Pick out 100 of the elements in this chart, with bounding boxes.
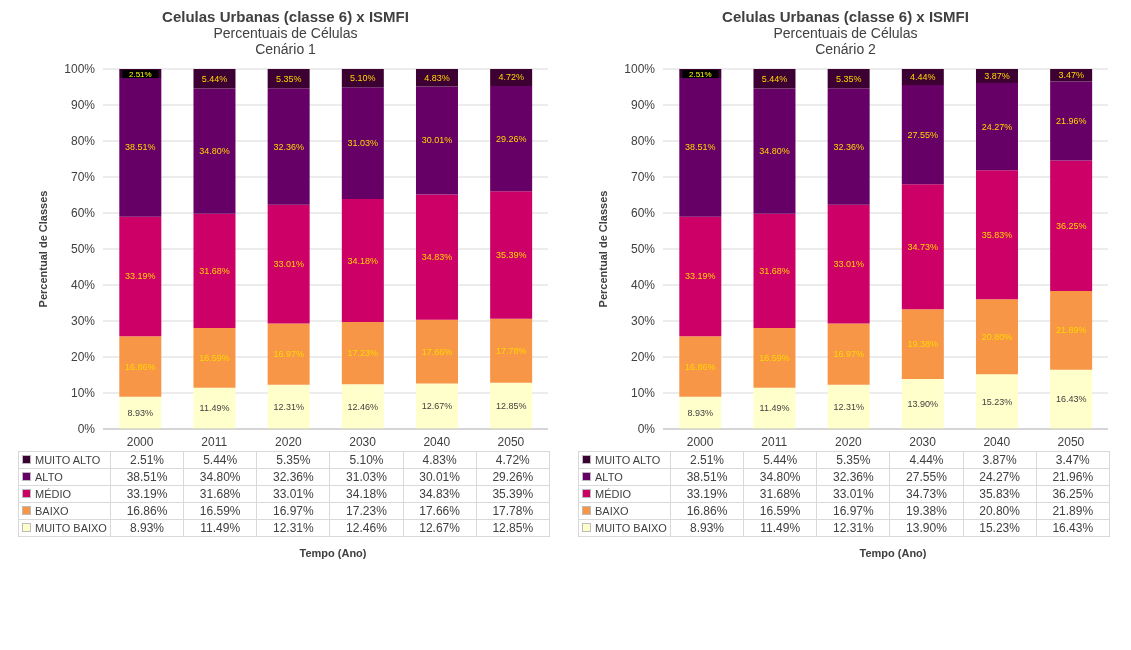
text: 34.80% <box>199 146 230 157</box>
data-label: 11.49% <box>183 519 257 537</box>
bar <box>1050 369 1093 429</box>
bar <box>1050 160 1093 292</box>
bar <box>267 384 310 429</box>
text: 15.23% <box>981 396 1013 407</box>
y-tick-label: 80% <box>70 134 96 149</box>
text: 16.59% <box>759 352 790 363</box>
y-tick-label: 20% <box>630 350 656 365</box>
data-label: 35.83% <box>963 485 1037 503</box>
text: 34.80% <box>759 146 790 157</box>
y-axis-title: Percentual de Classes <box>36 190 49 308</box>
legend-label: ALTO <box>578 468 671 486</box>
data-label: 11.49% <box>743 519 817 537</box>
bar <box>119 216 162 337</box>
legend-label: ALTO <box>18 468 111 486</box>
bar <box>193 88 236 214</box>
text: 36.25% <box>1055 220 1087 231</box>
bar <box>975 82 1018 171</box>
data-label: 17.23% <box>329 502 404 520</box>
bar <box>341 384 384 429</box>
bar <box>119 336 162 397</box>
text: 34.73% <box>907 241 939 252</box>
chart-subtitle: Percentuais de Células Cenário 1 <box>212 25 359 57</box>
text: 17.66% <box>421 346 453 357</box>
legend-label: MUITO BAIXO <box>578 519 671 537</box>
y-tick-label: 20% <box>70 350 96 365</box>
data-label: 16.43% <box>1036 519 1110 537</box>
bar <box>679 216 722 337</box>
bar <box>415 194 458 320</box>
y-tick-label: 30% <box>70 314 96 329</box>
data-label: 8.93% <box>110 519 184 537</box>
data-label: 16.97% <box>256 502 330 520</box>
bar <box>193 327 236 388</box>
text: 2.51% <box>688 69 712 79</box>
text: 29.26% <box>495 133 527 144</box>
text: 31.68% <box>199 265 230 276</box>
text: 17.23% <box>347 348 379 359</box>
text: 31.03% <box>347 138 379 149</box>
text: 16.86% <box>125 361 156 372</box>
x-tick-label: 2040 <box>983 434 1011 449</box>
y-tick-label: 90% <box>630 98 656 113</box>
data-label: 5.35% <box>256 451 330 469</box>
data-label: 19.38% <box>889 502 964 520</box>
bar <box>975 299 1018 375</box>
data-label: 2.51% <box>670 451 744 469</box>
data-label: 16.86% <box>670 502 744 520</box>
bar <box>827 88 870 205</box>
bar <box>267 323 310 385</box>
text: 11.49% <box>199 403 230 414</box>
text: 8.93% <box>687 407 714 418</box>
x-tick-label: 2050 <box>497 434 525 449</box>
x-tick-label: 2040 <box>423 434 451 449</box>
data-label: 5.10% <box>329 451 404 469</box>
y-tick-label: 50% <box>630 242 656 257</box>
legend-label: MUITO ALTO <box>18 451 111 469</box>
legend-label: BAIXO <box>18 502 111 520</box>
data-label: 35.39% <box>476 485 550 503</box>
text: 16.97% <box>833 349 864 360</box>
x-tick-label: 2000 <box>686 434 714 449</box>
data-label: 27.55% <box>889 468 964 486</box>
text: 5.35% <box>835 73 862 84</box>
data-label: 17.78% <box>476 502 550 520</box>
text: 34.18% <box>347 255 379 266</box>
bar <box>753 327 796 388</box>
data-label: 34.80% <box>183 468 257 486</box>
data-label: 12.85% <box>476 519 550 537</box>
data-label: 32.36% <box>256 468 330 486</box>
data-label: 16.59% <box>743 502 817 520</box>
text: 35.39% <box>495 250 527 261</box>
y-tick-label: 60% <box>70 206 96 221</box>
data-label: 17.66% <box>403 502 477 520</box>
text: 32.36% <box>833 141 864 152</box>
x-tick-label: 2030 <box>909 434 937 449</box>
data-label: 12.67% <box>403 519 477 537</box>
text: 8.93% <box>127 407 154 418</box>
bar <box>341 322 384 385</box>
bar <box>1050 291 1093 370</box>
data-label: 3.87% <box>963 451 1037 469</box>
data-label: 34.83% <box>403 485 477 503</box>
text: 5.44% <box>761 73 788 84</box>
data-label: 34.80% <box>743 468 817 486</box>
x-axis-title: Tempo (Ano) <box>858 547 928 559</box>
data-label: 16.97% <box>816 502 890 520</box>
bar <box>341 199 384 323</box>
text: 12.31% <box>833 401 864 412</box>
bar <box>490 318 533 383</box>
data-label: 20.80% <box>963 502 1037 520</box>
x-tick-label: 2020 <box>835 434 863 449</box>
y-tick-label: 70% <box>70 170 96 185</box>
data-label: 31.68% <box>743 485 817 503</box>
text: 31.68% <box>759 265 790 276</box>
data-label: 4.83% <box>403 451 477 469</box>
y-axis-title: Percentual de Classes <box>596 190 609 308</box>
text: 16.86% <box>685 361 716 372</box>
y-tick-label: 100% <box>624 62 656 77</box>
text: 20.80% <box>981 331 1013 342</box>
x-axis-title: Tempo (Ano) <box>298 547 368 559</box>
text: 3.47% <box>1058 70 1084 81</box>
text: 11.49% <box>759 403 790 414</box>
